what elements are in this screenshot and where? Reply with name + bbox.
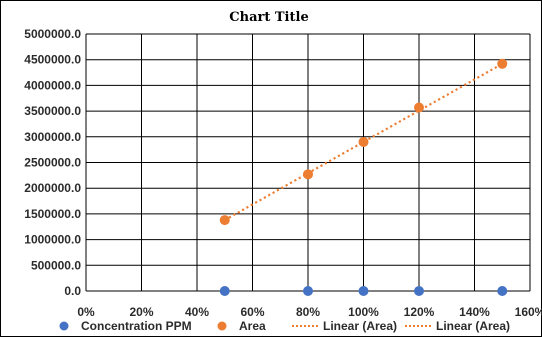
y-tick-label: 4500000.0 — [24, 53, 81, 67]
legend-item: Linear (Area) — [292, 319, 397, 333]
y-tick-label: 2500000.0 — [24, 156, 81, 170]
legend-marker — [59, 321, 69, 331]
y-tick-label: 500000.0 — [31, 258, 81, 272]
y-tick-label: 2000000.0 — [24, 181, 81, 195]
point-area — [303, 169, 313, 180]
legend-label: Concentration PPM — [81, 319, 192, 333]
x-tick-label: 160% — [515, 305, 542, 319]
x-tick-label: 60% — [240, 305, 264, 319]
point-concentration-ppm — [414, 286, 424, 296]
point-area — [497, 58, 508, 69]
y-tick-label: 0.0 — [64, 284, 81, 298]
x-axis-ticks: 0% 20% 40% 60% 80% 100% 120% 140% 160% — [77, 305, 542, 319]
y-axis-ticks: 0.0 500000.0 1000000.0 1500000.0 2000000.0 25… — [24, 27, 81, 298]
grid — [85, 33, 531, 292]
trendline-linear-area — [224, 62, 503, 221]
legend-marker — [217, 321, 227, 331]
x-tick-label: 140% — [459, 305, 490, 319]
legend-item: Concentration PPM — [59, 319, 192, 333]
y-tick-label: 3000000.0 — [24, 130, 81, 144]
legend: Concentration PPM Area Linear (Area) Linear… — [59, 319, 510, 333]
point-concentration-ppm — [219, 286, 230, 296]
trendlines — [224, 62, 503, 221]
y-tick-label: 3500000.0 — [24, 104, 81, 118]
point-concentration-ppm — [358, 286, 369, 296]
x-tick-label: 80% — [296, 305, 320, 319]
chart-title: Chart Title — [229, 10, 308, 25]
y-tick-label: 1500000.0 — [24, 207, 81, 221]
y-tick-label: 4000000.0 — [24, 78, 81, 92]
point-concentration-ppm — [497, 286, 508, 296]
point-concentration-ppm — [303, 286, 313, 296]
x-tick-label: 20% — [129, 305, 153, 319]
legend-item: Linear (Area) — [405, 319, 510, 333]
legend-label: Area — [239, 319, 266, 333]
legend-label: Linear (Area) — [323, 319, 397, 333]
data-points — [219, 58, 508, 296]
y-tick-label: 1000000.0 — [24, 233, 81, 247]
point-area — [358, 136, 369, 147]
point-area — [219, 215, 230, 226]
legend-item: Area — [217, 319, 266, 333]
x-tick-label: 0% — [77, 305, 95, 319]
x-tick-label: 120% — [404, 305, 435, 319]
x-tick-label: 100% — [348, 305, 379, 319]
point-area — [414, 102, 424, 113]
x-tick-label: 40% — [185, 305, 209, 319]
y-tick-label: 5000000.0 — [24, 27, 81, 41]
legend-label: Linear (Area) — [436, 319, 510, 333]
